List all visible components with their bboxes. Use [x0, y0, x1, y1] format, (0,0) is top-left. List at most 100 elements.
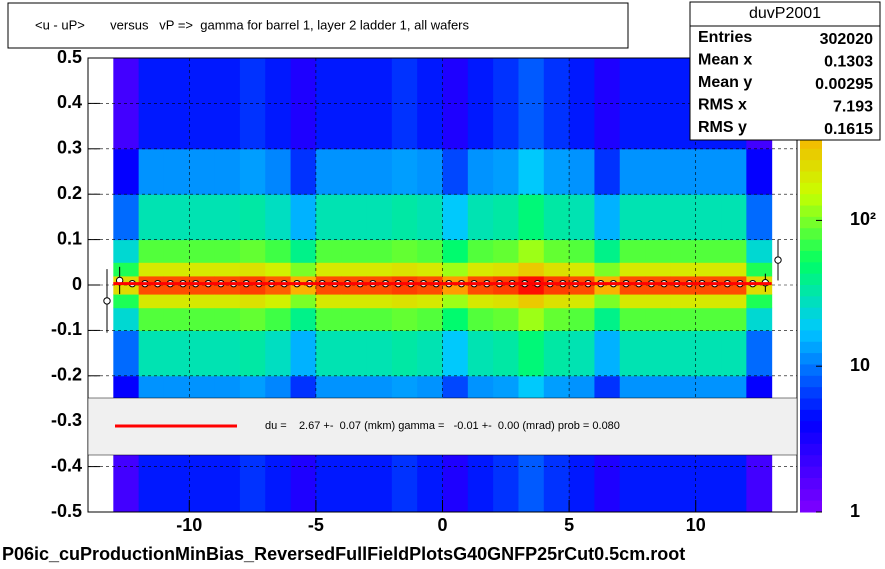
y-tick-label: 0.2	[57, 183, 82, 203]
heat-cell	[113, 239, 140, 263]
heat-cell	[163, 262, 190, 277]
heat-cell	[543, 194, 570, 241]
heat-cell	[239, 148, 266, 195]
heat-cell	[670, 262, 697, 277]
heat-cell	[493, 294, 519, 309]
heat-cell	[619, 330, 646, 377]
heat-cell	[315, 294, 342, 309]
heat-cell	[265, 148, 292, 195]
heat-cell	[113, 307, 140, 331]
heat-cell	[594, 262, 621, 277]
heat-cell	[366, 194, 393, 241]
heat-cell	[518, 194, 545, 241]
heat-cell	[518, 239, 545, 263]
heat-cell	[543, 239, 570, 263]
heat-cell	[645, 262, 671, 277]
heat-cell	[569, 239, 595, 263]
heat-cell	[214, 330, 241, 377]
heat-cell	[695, 194, 722, 241]
heat-cell	[619, 239, 646, 263]
heat-cell	[569, 307, 595, 331]
heat-cell	[619, 194, 646, 241]
heat-cell	[442, 239, 469, 263]
heat-cell	[645, 239, 671, 263]
heat-cell	[442, 194, 469, 241]
stats-value: 7.193	[833, 99, 873, 116]
heat-cell	[518, 294, 545, 309]
colorbar-step	[800, 171, 822, 184]
heat-cell	[265, 330, 292, 377]
heat-cell	[569, 330, 595, 377]
heat-cell	[746, 239, 773, 263]
heat-cell	[518, 262, 545, 277]
heat-cell	[594, 194, 621, 241]
heat-cell	[493, 330, 519, 377]
colorbar-step	[800, 466, 822, 479]
heat-cell	[467, 239, 494, 263]
colorbar-step	[800, 375, 822, 388]
heat-cell	[619, 148, 646, 195]
heat-cell	[746, 307, 773, 331]
title-box	[7, 2, 629, 49]
heat-cell	[163, 239, 190, 263]
heat-cell	[341, 148, 368, 195]
heat-cell	[138, 294, 165, 309]
heat-cell	[746, 330, 773, 377]
heat-cell	[315, 307, 342, 331]
heat-cell	[290, 194, 317, 241]
colorbar-step	[800, 387, 822, 399]
heat-cell	[594, 330, 621, 377]
heat-cell	[366, 148, 393, 195]
colorbar-step	[800, 421, 822, 434]
colorbar-step	[800, 160, 822, 172]
colorbar-step	[800, 239, 822, 252]
heat-cell	[721, 148, 747, 195]
heat-cell	[695, 239, 722, 263]
colorbar-step	[800, 432, 822, 445]
heat-cell	[569, 262, 595, 277]
heat-cell	[138, 239, 165, 263]
heat-cell	[315, 148, 342, 195]
heat-cell	[113, 262, 140, 277]
heat-cell	[518, 148, 545, 195]
heat-cell	[543, 148, 570, 195]
heat-cell	[265, 307, 292, 331]
heat-cell	[695, 262, 722, 277]
heat-cell	[189, 294, 216, 309]
heat-cell	[391, 148, 418, 195]
z-tick-label: 10²	[850, 209, 876, 229]
heat-cell	[670, 239, 697, 263]
heat-cell	[645, 294, 671, 309]
stats-label: RMS y	[698, 119, 747, 136]
heat-cell	[442, 262, 469, 277]
frame	[87, 57, 798, 513]
y-tick-label: 0.1	[57, 228, 82, 248]
heat-cell	[341, 330, 368, 377]
colorbar-step	[800, 148, 822, 161]
heat-cell	[290, 262, 317, 277]
heat-cell	[189, 262, 216, 277]
colorbar-step	[800, 477, 822, 490]
heat-cell	[341, 262, 368, 277]
heat-cell	[239, 307, 266, 331]
heat-cell	[467, 262, 494, 277]
z-tick-label: 1	[850, 501, 860, 521]
heat-cell	[391, 330, 418, 377]
heat-cell	[670, 307, 697, 331]
heat-cell	[594, 239, 621, 263]
x-tick-label: 10	[686, 515, 706, 535]
heat-cell	[594, 294, 621, 309]
heat-cell	[569, 294, 595, 309]
heat-cell	[695, 148, 722, 195]
heat-cell	[214, 148, 241, 195]
heat-cell	[594, 307, 621, 331]
x-tick-label: 0	[437, 515, 447, 535]
heat-cell	[417, 194, 443, 241]
heat-cell	[543, 262, 570, 277]
heat-cell	[417, 330, 443, 377]
x-tick-label: -10	[176, 515, 202, 535]
heat-cell	[467, 148, 494, 195]
heat-cell	[239, 294, 266, 309]
heat-cell	[189, 330, 216, 377]
heat-cell	[670, 148, 697, 195]
